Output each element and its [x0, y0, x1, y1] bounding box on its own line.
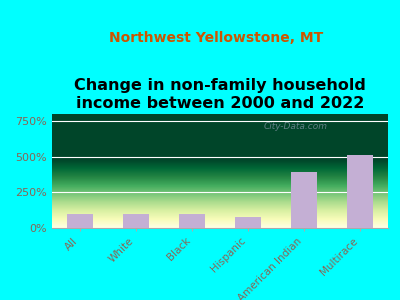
- Text: Northwest Yellowstone, MT: Northwest Yellowstone, MT: [109, 32, 323, 46]
- Bar: [179, 214, 204, 228]
- Bar: [123, 214, 149, 228]
- Bar: [291, 172, 317, 228]
- Bar: [235, 217, 261, 228]
- Bar: [67, 214, 93, 228]
- Text: City-Data.com: City-Data.com: [264, 122, 328, 131]
- Title: Change in non-family household
income between 2000 and 2022: Change in non-family household income be…: [74, 78, 366, 111]
- Bar: [347, 155, 373, 228]
